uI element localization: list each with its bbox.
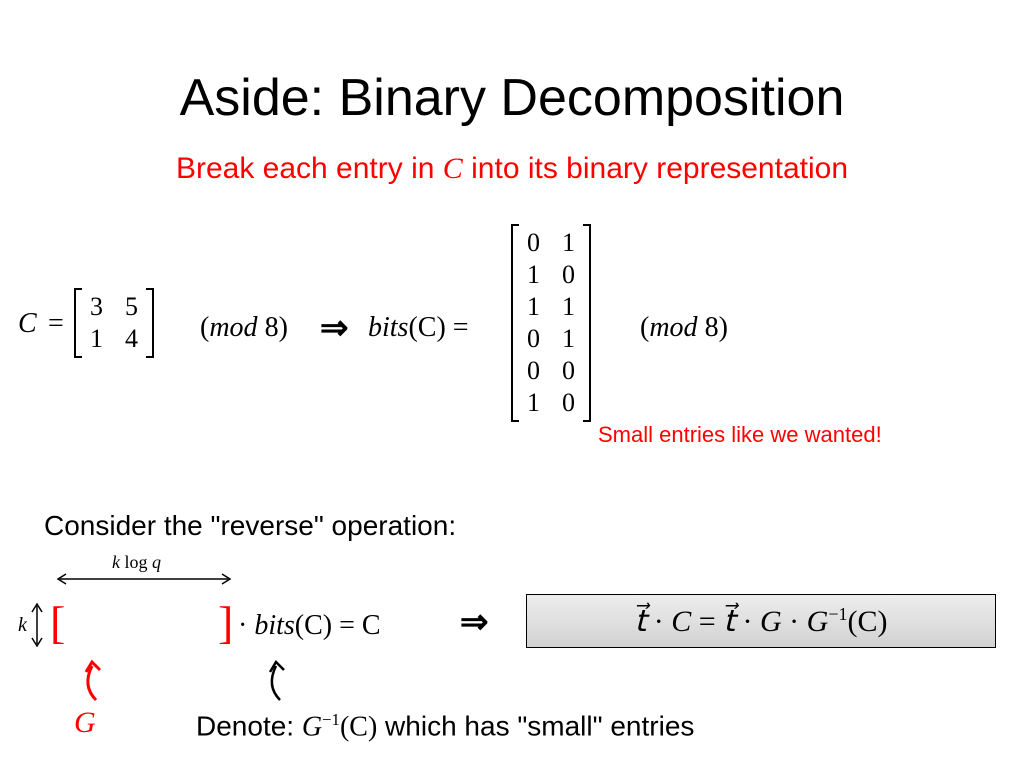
subtitle-pre: Break each entry in bbox=[176, 152, 443, 185]
bits-arg: (C) = bbox=[408, 312, 468, 343]
matrix-cell: 1 bbox=[90, 324, 103, 354]
matrix-bits: 011011010010 bbox=[511, 224, 591, 427]
k: k bbox=[112, 552, 120, 572]
log: log bbox=[120, 552, 152, 572]
consider-text: Consider the "reverse" operation: bbox=[44, 510, 456, 542]
t-vec: t⃗ bbox=[635, 605, 654, 638]
g: G bbox=[760, 605, 782, 638]
vertical-arrow-icon bbox=[30, 600, 44, 650]
arrow-icon: ⇒ bbox=[320, 308, 349, 348]
matrix-cell: 1 bbox=[527, 388, 540, 418]
result-box: t⃗ · C = t⃗ · G · G−1(C) bbox=[526, 594, 996, 648]
matrix-cell: 0 bbox=[562, 388, 575, 418]
matrix-cell: 1 bbox=[527, 260, 540, 290]
slide-subtitle: Break each entry in C into its binary re… bbox=[0, 152, 1024, 186]
g-label: G bbox=[74, 706, 96, 740]
t-vec: t⃗ bbox=[723, 605, 742, 638]
mod-num: 8) bbox=[698, 312, 728, 343]
matrix-cell: 5 bbox=[125, 292, 138, 322]
reverse-eq: · bits(C) = C bbox=[238, 610, 381, 642]
bits-arg: (C) = C bbox=[295, 610, 381, 641]
k-label: k bbox=[18, 614, 27, 637]
denote-text: Denote: G−1(C) which has "small" entries bbox=[196, 710, 694, 743]
matrix-cell: 1 bbox=[562, 324, 575, 354]
matrix-cell: 0 bbox=[527, 356, 540, 386]
matrix-cell: 1 bbox=[562, 292, 575, 322]
mod-8-right: (mod 8) bbox=[640, 312, 728, 344]
horizontal-arrow-icon bbox=[54, 572, 234, 586]
arg: (C) bbox=[847, 605, 887, 638]
slide-title: Aside: Binary Decomposition bbox=[0, 68, 1024, 128]
equation-row: C = 3514 (mod 8) ⇒ bits(C) = 01101101001… bbox=[18, 222, 998, 452]
matrix-cell: 0 bbox=[562, 260, 575, 290]
mod-word: mod bbox=[649, 312, 697, 343]
g: G bbox=[807, 605, 829, 638]
q: q bbox=[152, 552, 161, 572]
bracket-left: [ bbox=[50, 596, 65, 649]
reverse-diagram: k log q k [ ] · bits(C) = C ⇒ G bbox=[18, 552, 518, 732]
matrix-cell: 4 bbox=[125, 324, 138, 354]
eq: = bbox=[691, 605, 723, 638]
dot: · bbox=[782, 605, 807, 638]
c: C bbox=[671, 605, 691, 638]
dot: · bbox=[742, 605, 760, 638]
mod-8-left: (mod 8) bbox=[200, 312, 288, 344]
denote-pre: Denote: bbox=[196, 710, 302, 741]
var-c: C bbox=[18, 308, 37, 340]
bits-word: bits bbox=[254, 610, 294, 641]
inverse: −1 bbox=[828, 604, 847, 624]
arg: (C) bbox=[340, 711, 377, 742]
matrix-cell: 1 bbox=[562, 228, 575, 258]
mod-num: 8) bbox=[258, 312, 288, 343]
dot: · bbox=[654, 605, 672, 638]
bits-word: bits bbox=[368, 312, 408, 343]
subtitle-post: into its binary representation bbox=[463, 152, 848, 185]
bits-c-label: bits(C) = bbox=[368, 312, 469, 344]
g: G bbox=[302, 711, 322, 742]
dot: · bbox=[238, 610, 254, 641]
result-expression: t⃗ · C = t⃗ · G · G−1(C) bbox=[635, 604, 888, 639]
equals: = bbox=[48, 308, 64, 340]
paren: ( bbox=[640, 312, 649, 343]
bracket-right: ] bbox=[218, 596, 233, 649]
denote-post: which has "small" entries bbox=[377, 710, 694, 741]
matrix-c: 3514 bbox=[74, 288, 154, 363]
k-log-q-label: k log q bbox=[112, 552, 161, 573]
matrix-cell: 0 bbox=[527, 324, 540, 354]
subtitle-c: C bbox=[443, 152, 463, 185]
arrow-icon: ⇒ bbox=[460, 602, 489, 642]
mod-word: mod bbox=[209, 312, 257, 343]
matrix-cell: 1 bbox=[527, 292, 540, 322]
matrix-cell: 0 bbox=[527, 228, 540, 258]
paren: ( bbox=[200, 312, 209, 343]
matrix-cell: 3 bbox=[90, 292, 103, 322]
inverse: −1 bbox=[322, 710, 340, 729]
curved-arrow-red-icon bbox=[78, 658, 108, 702]
matrix-cell: 0 bbox=[562, 356, 575, 386]
small-entries-note: Small entries like we wanted! bbox=[598, 422, 882, 448]
curved-arrow-icon bbox=[262, 658, 292, 702]
